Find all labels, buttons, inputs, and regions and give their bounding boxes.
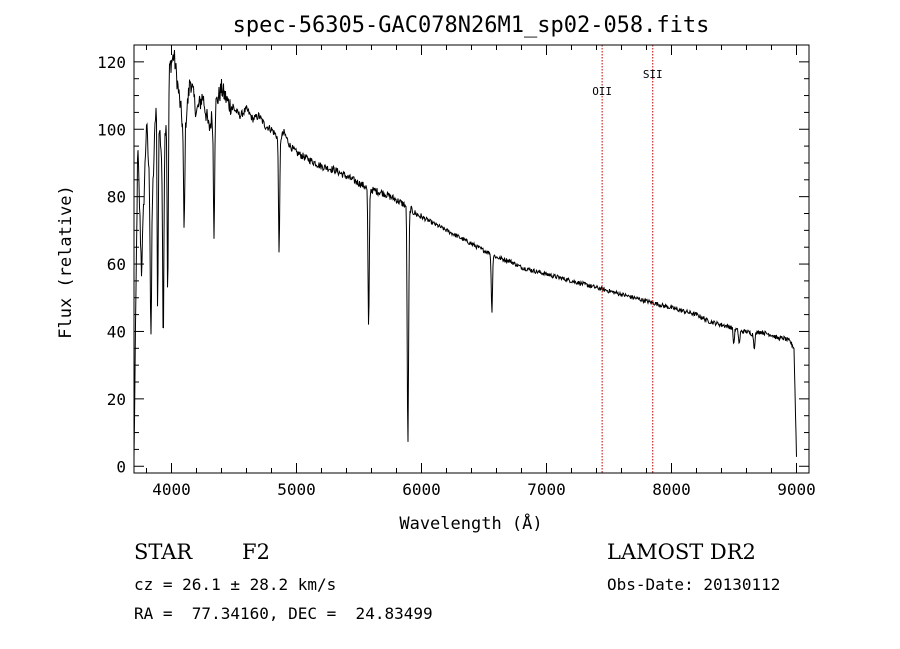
x-tick-label: 8000 bbox=[652, 480, 691, 499]
y-tick-label: 60 bbox=[107, 255, 126, 274]
observation-date: Obs-Date: 20130112 bbox=[607, 575, 781, 594]
plot-frame bbox=[133, 44, 810, 474]
x-axis-label: Wavelength (Å) bbox=[399, 512, 542, 534]
y-axis-label: Flux (relative) bbox=[56, 185, 76, 339]
x-tick-label: 9000 bbox=[777, 480, 816, 499]
y-tick-label: 20 bbox=[107, 390, 126, 409]
y-tick-label: 100 bbox=[97, 120, 126, 139]
x-tick-label: 5000 bbox=[277, 480, 316, 499]
survey-name: LAMOST DR2 bbox=[607, 540, 756, 564]
plot-area bbox=[133, 49, 797, 457]
y-tick-label: 40 bbox=[107, 322, 126, 341]
line-marker-label-oii: OII bbox=[592, 85, 612, 98]
y-tick-label: 0 bbox=[116, 457, 126, 476]
axes: 4000 5000 6000 7000 8000 9000 0 20 40 60 80 100 120 bbox=[97, 44, 816, 499]
chart-title: spec-56305-GAC078N26M1_sp02-058.fits bbox=[233, 13, 710, 38]
line-marker-label-sii: SII bbox=[643, 68, 663, 81]
line-markers: OII SII bbox=[592, 45, 663, 473]
y-tick-label: 80 bbox=[107, 188, 126, 207]
x-tick-label: 7000 bbox=[527, 480, 566, 499]
spectral-subclass-label: F2 bbox=[242, 540, 270, 564]
redshift-velocity: cz = 26.1 ± 28.2 km/s bbox=[134, 575, 337, 594]
spectrum-line bbox=[133, 49, 797, 457]
object-class-label: STAR bbox=[134, 540, 193, 564]
coordinates: RA = 77.34160, DEC = 24.83499 bbox=[134, 604, 433, 623]
x-tick-label: 4000 bbox=[152, 480, 191, 499]
y-tick-label: 120 bbox=[97, 53, 126, 72]
x-tick-label: 6000 bbox=[402, 480, 441, 499]
